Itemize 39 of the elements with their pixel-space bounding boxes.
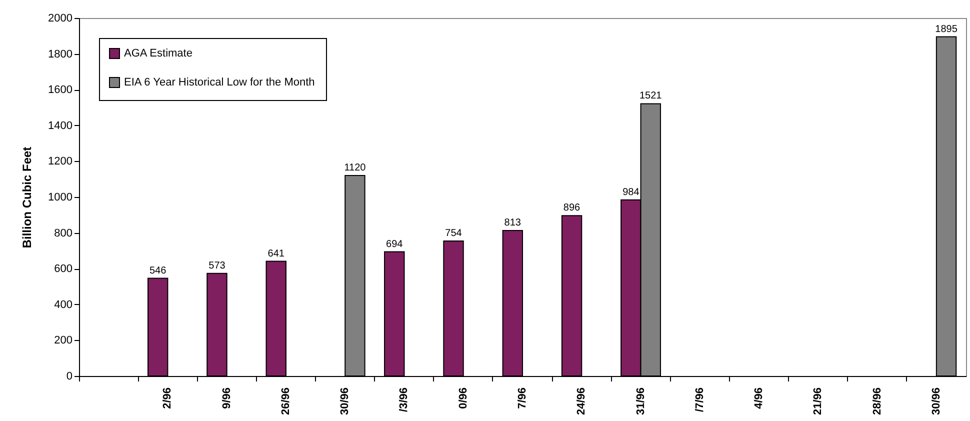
data-label: 1120 [344, 162, 366, 174]
x-tick-label: 30/96 [930, 388, 942, 416]
y-axis-title: Billion Cubic Feet [20, 146, 34, 248]
data-label: 1521 [639, 90, 662, 102]
y-tick-label: 0 [66, 370, 72, 382]
x-tick-label: /7/96 [694, 388, 706, 412]
x-tick-label: 30/96 [339, 388, 352, 416]
data-label: 573 [208, 260, 226, 272]
y-tick-label: 1200 [48, 156, 72, 168]
data-label: 984 [622, 186, 640, 198]
x-tick-label: 4/96 [753, 388, 766, 409]
x-tick-label: 9/96 [220, 388, 233, 409]
x-tick-label: 0/96 [457, 388, 470, 409]
x-tick-label: /3/96 [398, 388, 410, 412]
legend-label: EIA 6 Year Historical Low for the Month [124, 76, 315, 88]
y-tick-label: 1600 [48, 84, 72, 96]
data-label: 694 [386, 238, 404, 250]
y-tick-label: 400 [54, 298, 72, 311]
x-tick-label: 31/96 [634, 388, 647, 416]
y-tick-label: 600 [54, 263, 72, 276]
data-label: 813 [504, 217, 522, 228]
x-tick-label: 21/96 [812, 388, 824, 416]
x-tick-label: 24/96 [576, 388, 588, 416]
data-label: 641 [268, 248, 285, 260]
x-tick-label: 7/96 [516, 388, 528, 409]
data-label: 546 [150, 265, 167, 276]
y-tick-label: 800 [54, 227, 72, 240]
y-tick-label: 2000 [48, 12, 72, 24]
y-tick-label: 1400 [48, 120, 72, 132]
y-tick-label: 1000 [48, 192, 72, 204]
x-tick-label: 26/96 [280, 388, 292, 416]
data-label: 896 [563, 202, 581, 214]
y-tick-label: 200 [54, 334, 72, 347]
y-tick-label: 1800 [48, 48, 72, 60]
legend-label: AGA Estimate [124, 48, 192, 60]
data-label: 1895 [935, 24, 958, 35]
x-tick-label: 2/96 [162, 388, 174, 409]
data-label: 754 [445, 228, 462, 240]
x-tick-label: 28/96 [871, 388, 884, 416]
